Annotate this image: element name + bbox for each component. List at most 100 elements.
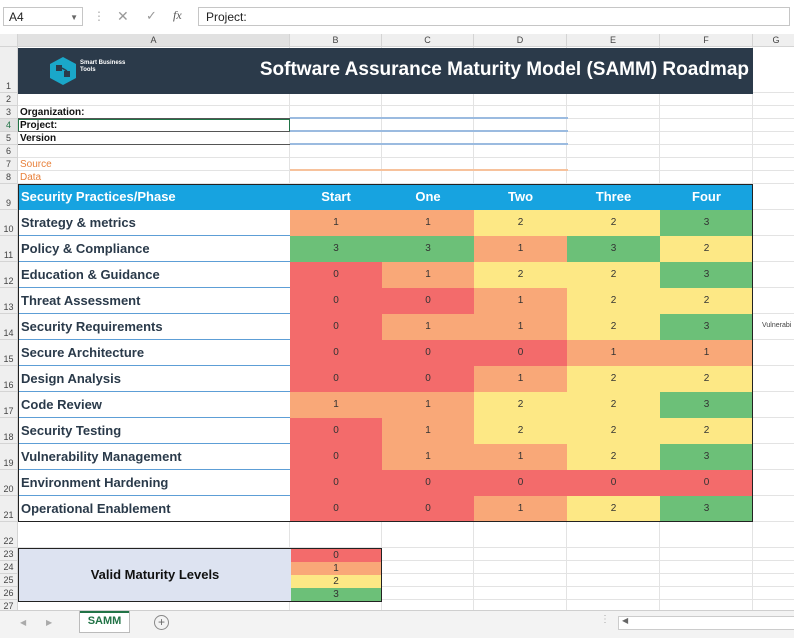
- row-header-15[interactable]: 15: [0, 340, 18, 366]
- name-box[interactable]: A4 ▼: [3, 7, 83, 26]
- maturity-cell[interactable]: 2: [567, 314, 660, 340]
- maturity-cell[interactable]: 1: [290, 210, 382, 236]
- scroll-left-icon[interactable]: ◀: [622, 616, 629, 625]
- row-header-21[interactable]: 21: [0, 496, 18, 522]
- maturity-cell[interactable]: 0: [474, 340, 567, 366]
- maturity-cell[interactable]: 0: [382, 340, 474, 366]
- maturity-cell[interactable]: 2: [567, 444, 660, 470]
- row-header-3[interactable]: 3: [0, 106, 18, 119]
- row-header-1[interactable]: 1: [0, 47, 18, 93]
- maturity-cell[interactable]: 0: [382, 496, 474, 522]
- column-header-e[interactable]: E: [567, 34, 660, 47]
- maturity-cell[interactable]: 1: [660, 340, 753, 366]
- maturity-cell[interactable]: 0: [474, 470, 567, 496]
- maturity-cell[interactable]: 2: [474, 418, 567, 444]
- maturity-cell[interactable]: 2: [660, 366, 753, 392]
- maturity-cell[interactable]: 1: [382, 314, 474, 340]
- maturity-cell[interactable]: 2: [567, 496, 660, 522]
- maturity-cell[interactable]: 1: [474, 366, 567, 392]
- row-header-8[interactable]: 8: [0, 171, 18, 184]
- check-icon[interactable]: ✓: [146, 8, 157, 23]
- row-header-16[interactable]: 16: [0, 366, 18, 392]
- cancel-icon[interactable]: ✕: [117, 8, 129, 24]
- column-header-d[interactable]: D: [474, 34, 567, 47]
- maturity-cell[interactable]: 2: [660, 418, 753, 444]
- add-sheet-icon[interactable]: +: [154, 615, 169, 630]
- maturity-cell[interactable]: 1: [474, 288, 567, 314]
- select-all-corner[interactable]: [0, 34, 18, 47]
- maturity-cell[interactable]: 1: [382, 444, 474, 470]
- row-header-24[interactable]: 24: [0, 561, 18, 574]
- column-header-a[interactable]: A: [18, 34, 290, 47]
- row-header-18[interactable]: 18: [0, 418, 18, 444]
- row-header-22[interactable]: 22: [0, 522, 18, 548]
- maturity-cell[interactable]: 0: [382, 288, 474, 314]
- maturity-cell[interactable]: 0: [290, 496, 382, 522]
- column-header-f[interactable]: F: [660, 34, 753, 47]
- maturity-cell[interactable]: 0: [660, 470, 753, 496]
- maturity-cell[interactable]: 1: [474, 314, 567, 340]
- maturity-cell[interactable]: 3: [290, 236, 382, 262]
- row-header-14[interactable]: 14: [0, 314, 18, 340]
- column-header-g[interactable]: G: [753, 34, 794, 47]
- maturity-cell[interactable]: 0: [382, 366, 474, 392]
- maturity-cell[interactable]: 0: [567, 470, 660, 496]
- project-label[interactable]: Project:: [20, 120, 58, 131]
- row-header-2[interactable]: 2: [0, 93, 18, 106]
- maturity-cell[interactable]: 1: [474, 236, 567, 262]
- maturity-cell[interactable]: 0: [290, 262, 382, 288]
- maturity-cell[interactable]: 0: [382, 470, 474, 496]
- maturity-cell[interactable]: 0: [290, 418, 382, 444]
- row-header-10[interactable]: 10: [0, 210, 18, 236]
- maturity-cell[interactable]: 0: [290, 444, 382, 470]
- maturity-cell[interactable]: 2: [567, 392, 660, 418]
- maturity-cell[interactable]: 2: [474, 392, 567, 418]
- row-header-11[interactable]: 11: [0, 236, 18, 262]
- maturity-cell[interactable]: 1: [382, 210, 474, 236]
- maturity-cell[interactable]: 0: [290, 340, 382, 366]
- column-header-b[interactable]: B: [290, 34, 382, 47]
- maturity-cell[interactable]: 1: [382, 418, 474, 444]
- maturity-cell[interactable]: 0: [290, 366, 382, 392]
- scroll-left-icon[interactable]: ◀: [20, 618, 27, 627]
- row-header-9[interactable]: 9: [0, 184, 18, 210]
- row-header-17[interactable]: 17: [0, 392, 18, 418]
- maturity-cell[interactable]: 2: [474, 262, 567, 288]
- row-header-25[interactable]: 25: [0, 574, 18, 587]
- row-header-20[interactable]: 20: [0, 470, 18, 496]
- maturity-cell[interactable]: 0: [290, 314, 382, 340]
- scroll-right-icon[interactable]: ▶: [46, 618, 53, 627]
- row-header-4[interactable]: 4: [0, 119, 18, 132]
- maturity-cell[interactable]: 0: [290, 470, 382, 496]
- maturity-cell[interactable]: 1: [290, 392, 382, 418]
- maturity-cell[interactable]: 3: [382, 236, 474, 262]
- maturity-cell[interactable]: 2: [567, 288, 660, 314]
- maturity-cell[interactable]: 2: [660, 236, 753, 262]
- maturity-cell[interactable]: 2: [474, 210, 567, 236]
- maturity-cell[interactable]: 1: [474, 444, 567, 470]
- column-header-c[interactable]: C: [382, 34, 474, 47]
- maturity-cell[interactable]: 3: [660, 262, 753, 288]
- maturity-cell[interactable]: 0: [290, 288, 382, 314]
- maturity-cell[interactable]: 2: [567, 366, 660, 392]
- maturity-cell[interactable]: 2: [567, 210, 660, 236]
- row-header-19[interactable]: 19: [0, 444, 18, 470]
- maturity-cell[interactable]: 1: [382, 262, 474, 288]
- maturity-cell[interactable]: 3: [567, 236, 660, 262]
- maturity-cell[interactable]: 1: [474, 496, 567, 522]
- formula-input[interactable]: Project:: [198, 7, 790, 26]
- maturity-cell[interactable]: 2: [567, 262, 660, 288]
- maturity-cell[interactable]: 2: [660, 288, 753, 314]
- tab-samm[interactable]: SAMM: [79, 611, 130, 633]
- maturity-cell[interactable]: 1: [382, 392, 474, 418]
- horizontal-scrollbar[interactable]: ◀: [618, 616, 794, 630]
- row-header-5[interactable]: 5: [0, 132, 18, 145]
- row-header-7[interactable]: 7: [0, 158, 18, 171]
- row-header-12[interactable]: 12: [0, 262, 18, 288]
- row-header-23[interactable]: 23: [0, 548, 18, 561]
- maturity-cell[interactable]: 3: [660, 392, 753, 418]
- chevron-down-icon[interactable]: ▼: [70, 13, 78, 22]
- maturity-cell[interactable]: 3: [660, 210, 753, 236]
- maturity-cell[interactable]: 1: [567, 340, 660, 366]
- maturity-cell[interactable]: 3: [660, 496, 753, 522]
